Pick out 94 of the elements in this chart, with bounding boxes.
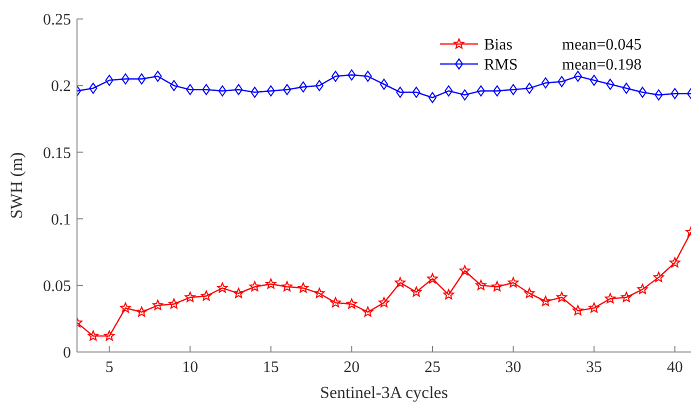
point [460,89,469,100]
point [396,86,404,98]
point [331,70,340,82]
point [556,292,568,302]
point [138,73,146,84]
point [152,300,164,310]
point [120,302,131,313]
point [136,306,147,317]
point [621,292,632,302]
point [121,73,130,84]
point [266,85,275,96]
point [604,293,616,304]
point [184,292,196,302]
point [653,272,664,282]
point [266,278,276,289]
x-tick-label: 40 [666,359,683,376]
point [170,80,178,92]
point [412,86,420,98]
y-tick-label: 0.25 [43,12,71,29]
annotation: mean=0.198 [562,56,642,74]
point [104,330,115,341]
point [380,78,388,90]
x-tick-label: 30 [505,359,522,376]
point [186,84,194,96]
y-tick-label: 0.2 [51,78,71,96]
point [217,282,228,293]
point [330,297,341,308]
point [590,74,598,86]
point [525,82,534,94]
point [362,306,374,317]
annotation: mean=0.045 [562,36,642,54]
y-tick-label: 0.1 [51,211,71,228]
point [572,305,584,316]
point [202,84,210,96]
point [200,290,212,301]
point [298,282,309,293]
point [154,70,162,82]
point [234,84,243,96]
point [622,82,630,94]
legend-label: RMS [484,56,518,74]
point [670,257,680,268]
point [89,82,98,94]
x-tick-label: 10 [182,359,198,376]
legend-label: Bias [484,36,512,54]
point [378,297,390,308]
point [476,85,485,96]
point [346,298,357,309]
point [348,69,356,80]
y-tick-label: 0.05 [43,278,71,295]
point [509,84,518,96]
point [558,76,566,88]
point [574,70,582,82]
point [540,296,551,306]
point [493,85,502,96]
point [427,273,438,284]
point [428,92,437,104]
x-tick-label: 20 [344,359,360,376]
point [233,288,244,298]
x-tick-label: 35 [586,359,602,376]
point [654,89,663,100]
point [524,288,535,298]
point [637,284,648,294]
point [299,81,308,92]
point [443,289,454,300]
point [315,80,324,92]
x-tick-label: 5 [105,359,114,376]
x-axis-title: Sentinel-3A cycles [320,383,448,402]
point [282,281,292,292]
point [314,288,325,298]
point [250,86,259,98]
y-tick-label: 0.15 [43,144,71,162]
point [638,86,647,98]
y-axis-title: SWH (m) [7,152,26,219]
point [394,277,406,288]
point [168,298,180,309]
point [444,85,453,96]
point [588,302,600,313]
point [88,330,98,341]
x-tick-label: 15 [262,359,279,376]
point [508,277,519,288]
point [411,286,422,297]
point [670,88,679,100]
point [459,265,470,276]
point [105,74,114,86]
x-tick-label: 25 [424,359,440,376]
point [542,77,550,88]
point [218,85,226,96]
point [283,84,292,96]
point [492,281,502,292]
point [364,70,372,82]
y-tick-label: 0 [63,344,71,362]
point [249,281,260,292]
point [476,280,486,290]
point [606,78,614,90]
